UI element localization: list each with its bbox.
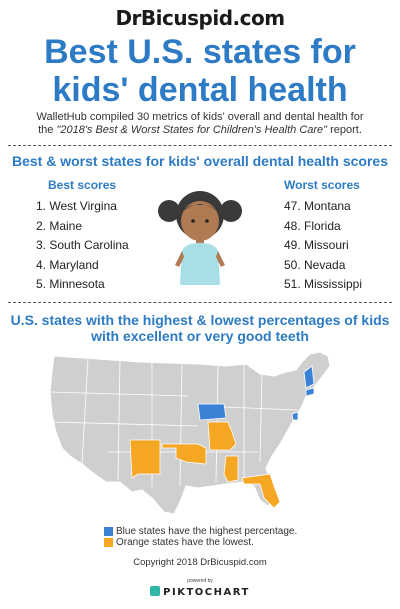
map-title-line-1: U.S. states with the highest & lowest pe… [10,312,390,328]
state-iowa [197,403,227,421]
bangs [181,204,219,213]
left-pigtail [158,200,180,222]
shirt [180,243,220,285]
powered-by-label: powered by [187,578,213,584]
title-line-1: Best U.S. states for [44,33,356,71]
intro-line-2-prefix: the [38,124,57,136]
state-missouri [207,421,237,451]
divider-middle [8,302,392,303]
intro-line-2: the "2018's Best & Worst States for Chil… [20,124,380,137]
right-arm [216,251,225,267]
worst-scores-list: 47. Montana 48. Florida 49. Missouri 50.… [284,197,362,295]
report-title: "2018's Best & Worst States for Children… [56,124,328,136]
right-eye [205,219,209,223]
child-illustration [158,191,242,285]
left-arm [175,251,184,267]
section-title-scores: Best & worst states for kids' overall de… [11,153,388,169]
neck [196,239,204,245]
state-new-mexico [129,439,161,479]
piktochart-logo[interactable]: PIKTOCHART [0,586,400,598]
worst-item: 51. Mississippi [284,277,363,291]
right-pigtail [220,200,242,222]
left-eye [191,219,195,223]
piktochart-label: PIKTOCHART [163,587,250,598]
copyright: Copyright 2018 DrBicuspid.com [133,557,267,568]
us-outline [49,352,331,515]
worst-item: 49. Missouri [284,238,349,252]
legend-blue-row: Blue states have the highest percentage. [104,526,297,537]
best-scores-list: 1. West Virgina 2. Maine 3. South Caroli… [36,197,129,295]
worst-item: 50. Nevada [284,257,346,272]
state-connecticut [305,387,315,397]
map-title-line-2: with excellent or very good teeth [91,328,309,344]
legend-orange-swatch [104,538,113,547]
best-item: 4. Maryland [36,257,99,272]
worst-item: 47. Montana [284,199,351,213]
best-item: 3. South Carolina [36,238,129,252]
worst-item: 48. Florida [284,218,341,233]
intro-line-2-suffix: report. [327,124,362,136]
best-scores-heading: Best scores [48,178,117,192]
state-borders [49,357,299,488]
best-item: 5. Minnesota [36,277,105,291]
intro-line-1: WalletHub compiled 30 metrics of kids' o… [36,111,364,123]
state-oklahoma [161,443,207,465]
section-title-map: U.S. states with the highest & lowest pe… [0,312,400,344]
best-item: 1. West Virgina [36,199,117,213]
legend-orange-row: Orange states have the lowest. [104,537,297,548]
us-map [49,352,331,515]
legend-orange-label: Orange states have the lowest. [116,537,254,548]
brand-logo: DrBicuspid.com [115,6,285,30]
title-line-2: kids' dental health [52,71,348,109]
face [181,201,219,241]
piktochart-icon [150,586,161,596]
page-title: Best U.S. states for kids' dental health [0,33,400,109]
map-legend: Blue states have the highest percentage.… [104,526,297,548]
legend-blue-swatch [104,527,113,536]
state-new-england [303,365,315,389]
worst-scores-heading: Worst scores [284,178,360,192]
best-item: 2. Maine [36,218,83,233]
intro-text: WalletHub compiled 30 metrics of kids' o… [20,111,380,137]
state-florida [241,473,281,509]
state-mississippi [223,455,239,483]
state-delaware [291,411,299,421]
divider-top [8,145,392,146]
legend-blue-label: Blue states have the highest percentage. [116,526,298,537]
